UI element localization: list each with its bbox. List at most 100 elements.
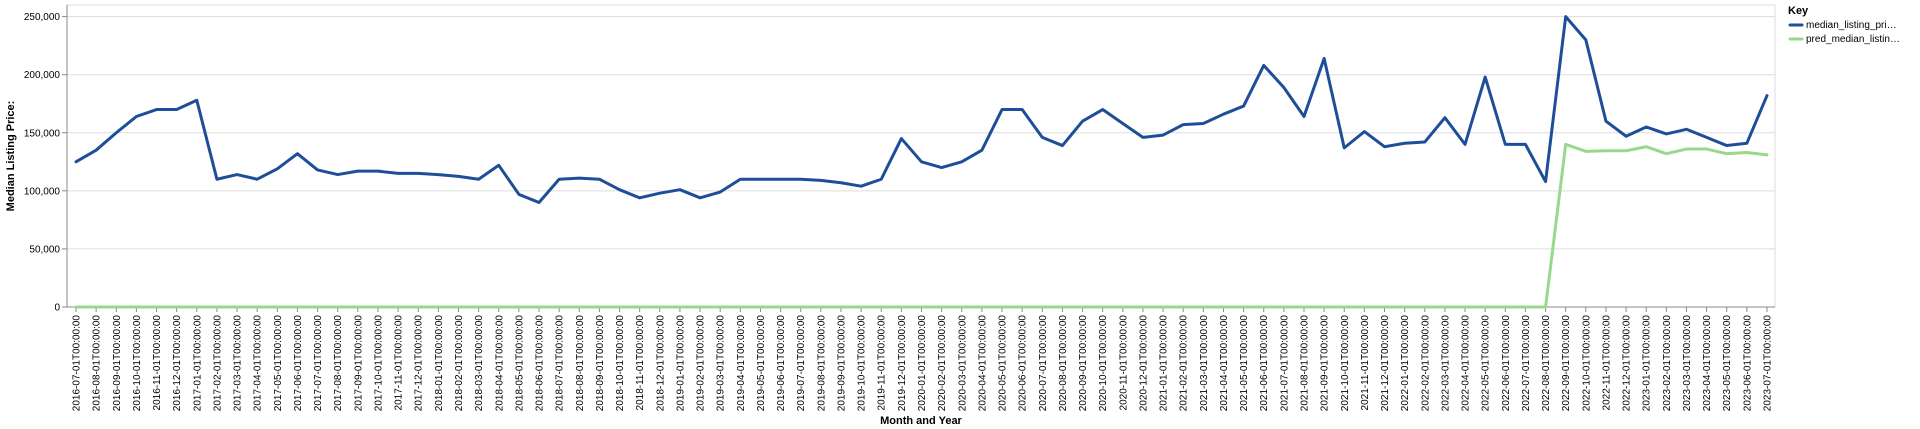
x-tick-label: 2020-12-01T00:00:00 [1138,315,1149,412]
x-tick-label: 2018-07-01T00:00:00 [555,315,566,412]
x-tick-label: 2016-07-01T00:00:00 [72,315,83,412]
x-tick-label: 2018-08-01T00:00:00 [575,315,586,412]
x-tick-label: 2019-06-01T00:00:00 [776,315,787,412]
x-tick-label: 2019-11-01T00:00:00 [877,315,888,411]
x-tick-label: 2022-04-01T00:00:00 [1461,315,1472,412]
x-tick-label: 2023-07-01T00:00:00 [1763,315,1774,412]
x-tick-label: 2018-04-01T00:00:00 [494,315,505,412]
x-tick-label: 2017-05-01T00:00:00 [273,315,284,412]
x-tick-label: 2017-07-01T00:00:00 [313,315,324,412]
x-tick-label: 2017-09-01T00:00:00 [353,315,364,412]
x-tick-label: 2022-11-01T00:00:00 [1601,315,1612,411]
x-tick-label: 2020-04-01T00:00:00 [977,315,988,412]
x-tick-label: 2020-02-01T00:00:00 [937,315,948,412]
x-tick-label: 2016-10-01T00:00:00 [132,315,143,412]
x-tick-label: 2021-10-01T00:00:00 [1340,315,1351,412]
x-tick-label: 2022-05-01T00:00:00 [1481,315,1492,412]
x-tick-label: 2021-06-01T00:00:00 [1259,315,1270,412]
x-tick-label: 2016-09-01T00:00:00 [112,315,123,412]
x-tick-label: 2021-04-01T00:00:00 [1219,315,1230,412]
x-tick-label: 2020-09-01T00:00:00 [1078,315,1089,412]
x-tick-label: 2016-11-01T00:00:00 [152,315,163,411]
x-tick-label: 2018-12-01T00:00:00 [655,315,666,412]
x-tick-label: 2021-12-01T00:00:00 [1380,315,1391,412]
y-axis-title: Median Listing Price: [5,101,17,212]
legend: Key median_listing_pri… pred_median_listi… [1788,5,1900,45]
x-tick-label: 2019-03-01T00:00:00 [716,315,727,412]
x-tick-label: 2020-06-01T00:00:00 [1018,315,1029,412]
x-tick-label: 2021-03-01T00:00:00 [1199,315,1210,412]
x-tick-label: 2017-01-01T00:00:00 [192,315,203,412]
x-tick-label: 2022-12-01T00:00:00 [1622,315,1633,412]
y-tick-label: 50,000 [29,244,60,255]
x-tick-label: 2018-10-01T00:00:00 [615,315,626,412]
x-tick-label: 2023-03-01T00:00:00 [1682,315,1693,412]
y-axis: 0 50,000 100,000 150,000 200,000 250,000 [24,5,68,314]
x-tick-label: 2017-02-01T00:00:00 [212,315,223,412]
x-tick-label: 2019-05-01T00:00:00 [756,315,767,412]
x-tick-label: 2018-02-01T00:00:00 [454,315,465,412]
x-tick-label: 2018-03-01T00:00:00 [474,315,485,412]
x-tick-label: 2020-03-01T00:00:00 [957,315,968,412]
x-tick-label: 2019-07-01T00:00:00 [796,315,807,412]
legend-label: median_listing_pri… [1806,20,1897,31]
legend-label: pred_median_listin… [1806,34,1900,45]
x-tick-label: 2022-03-01T00:00:00 [1440,315,1451,412]
x-tick-label: 2022-10-01T00:00:00 [1581,315,1592,412]
x-tick-label: 2021-01-01T00:00:00 [1159,315,1170,412]
x-tick-label: 2022-09-01T00:00:00 [1561,315,1572,412]
x-axis-title: Month and Year [880,415,962,427]
legend-title: Key [1788,5,1809,17]
x-tick-label: 2019-10-01T00:00:00 [857,315,868,412]
x-tick-label: 2017-10-01T00:00:00 [373,315,384,412]
x-tick-label: 2022-06-01T00:00:00 [1501,315,1512,412]
x-tick-label: 2022-07-01T00:00:00 [1521,315,1532,412]
x-tick-label: 2020-07-01T00:00:00 [1038,315,1049,412]
series-line-1 [74,142,1769,309]
x-tick-label: 2018-06-01T00:00:00 [535,315,546,412]
x-tick-label: 2021-09-01T00:00:00 [1320,315,1331,412]
x-tick-label: 2020-11-01T00:00:00 [1118,315,1129,411]
x-tick-label: 2023-04-01T00:00:00 [1702,315,1713,412]
x-tick-label: 2021-05-01T00:00:00 [1239,315,1250,412]
x-tick-label: 2023-01-01T00:00:00 [1642,315,1653,412]
x-tick-label: 2017-06-01T00:00:00 [293,315,304,412]
x-tick-label: 2021-08-01T00:00:00 [1299,315,1310,412]
y-tick-label: 150,000 [24,128,61,139]
x-tick-label: 2022-01-01T00:00:00 [1400,315,1411,412]
x-tick-label: 2017-03-01T00:00:00 [233,315,244,412]
series-lines [74,15,1769,309]
plot-area-frame [66,4,1776,308]
x-axis: 2016-07-01T00:00:00 2016-08-01T00:00:00 20… [67,306,1775,412]
x-tick-label: 2019-01-01T00:00:00 [675,315,686,412]
x-tick-label: 2017-04-01T00:00:00 [253,315,264,412]
x-tick-label: 2018-11-01T00:00:00 [635,315,646,411]
x-tick-label: 2023-06-01T00:00:00 [1742,315,1753,412]
x-tick-label: 2018-09-01T00:00:00 [595,315,606,412]
x-tick-label: 2017-12-01T00:00:00 [414,315,425,412]
x-tick-label: 2017-08-01T00:00:00 [333,315,344,412]
x-tick-label: 2019-02-01T00:00:00 [696,315,707,412]
x-tick-label: 2018-05-01T00:00:00 [514,315,525,412]
x-tick-label: 2019-04-01T00:00:00 [736,315,747,412]
x-tick-label: 2021-11-01T00:00:00 [1360,315,1371,411]
x-tick-label: 2021-07-01T00:00:00 [1279,315,1290,412]
x-tick-label: 2023-02-01T00:00:00 [1662,315,1673,412]
x-tick-label: 2020-01-01T00:00:00 [917,315,928,412]
x-tick-label: 2019-08-01T00:00:00 [816,315,827,412]
x-tick-label: 2019-09-01T00:00:00 [836,315,847,412]
x-tick-label: 2020-05-01T00:00:00 [998,315,1009,412]
x-tick-label: 2017-11-01T00:00:00 [394,315,405,411]
x-tick-label: 2022-02-01T00:00:00 [1420,315,1431,412]
x-tick-label: 2016-12-01T00:00:00 [172,315,183,412]
x-tick-label: 2018-01-01T00:00:00 [434,315,445,412]
x-tick-label: 2022-08-01T00:00:00 [1541,315,1552,412]
x-tick-label: 2016-08-01T00:00:00 [92,315,103,412]
y-tick-label: 0 [54,303,60,314]
y-tick-label: 200,000 [24,70,61,81]
x-tick-label: 2023-05-01T00:00:00 [1722,315,1733,412]
y-tick-label: 100,000 [24,186,61,197]
y-tick-label: 250,000 [24,12,61,23]
x-tick-label: 2019-12-01T00:00:00 [897,315,908,412]
